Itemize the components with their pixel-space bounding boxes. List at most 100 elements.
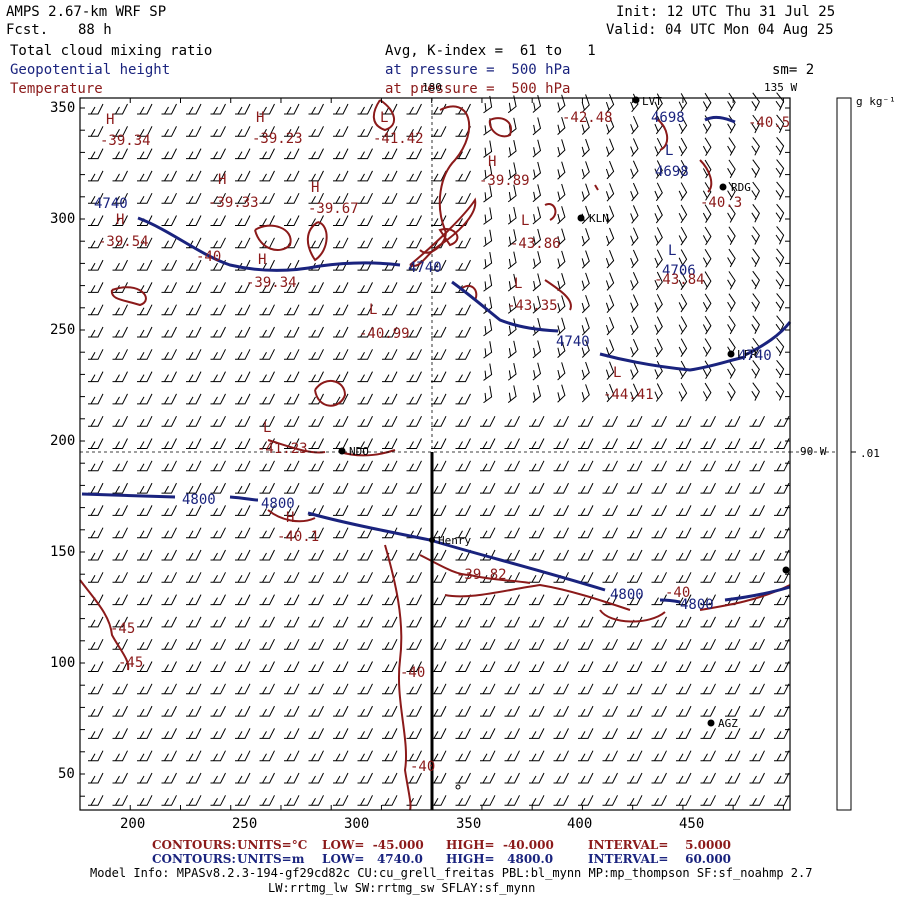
low-marker: L bbox=[380, 110, 389, 126]
wind-barb bbox=[455, 549, 471, 561]
wind-barb bbox=[406, 148, 422, 160]
wind-barb bbox=[480, 594, 496, 606]
wind-barb bbox=[455, 683, 471, 695]
wind-barb bbox=[259, 148, 275, 160]
wind-barb bbox=[333, 750, 349, 762]
wind-barb bbox=[774, 438, 790, 449]
wind-barb bbox=[284, 728, 300, 739]
wind-barb bbox=[751, 204, 760, 223]
wind-barb bbox=[455, 772, 471, 784]
wind-barb bbox=[284, 393, 300, 405]
wind-barb bbox=[308, 393, 324, 405]
wind-barb bbox=[161, 482, 177, 494]
wind-barb bbox=[431, 616, 447, 628]
wind-barb bbox=[480, 772, 496, 784]
wind-barb bbox=[382, 349, 398, 360]
wind-barb bbox=[308, 192, 324, 204]
wind-barb bbox=[651, 683, 667, 695]
wind-barb bbox=[137, 772, 153, 784]
wind-barb bbox=[112, 393, 128, 405]
temp-label: -44.41 bbox=[603, 387, 654, 403]
wind-barb bbox=[504, 683, 520, 695]
wind-barb bbox=[749, 683, 765, 695]
wind-barb bbox=[480, 438, 496, 449]
wind-barb bbox=[532, 117, 542, 136]
wind-barb bbox=[259, 683, 275, 695]
wind-barb bbox=[357, 349, 373, 360]
wind-barb bbox=[186, 460, 202, 472]
high-marker: H bbox=[106, 112, 115, 128]
wind-barb bbox=[357, 103, 373, 115]
wind-barb bbox=[749, 728, 765, 739]
height-contour-label: CONTOURS: bbox=[152, 852, 236, 866]
wind-barb bbox=[581, 317, 590, 336]
y-tick-250: 250 bbox=[50, 322, 76, 338]
wind-barb bbox=[630, 383, 639, 403]
wind-barb bbox=[774, 527, 790, 539]
wind-barb bbox=[725, 638, 741, 650]
wind-barb bbox=[725, 705, 741, 717]
wind-barb bbox=[186, 728, 202, 739]
lon-label-90w: 90 W bbox=[800, 445, 827, 458]
wind-barb bbox=[333, 126, 349, 137]
wind-barb bbox=[161, 705, 177, 717]
wind-barb bbox=[455, 304, 471, 316]
wind-barb bbox=[112, 705, 128, 717]
wind-barb bbox=[112, 505, 128, 516]
wind-barb bbox=[627, 683, 643, 695]
wind-barb bbox=[88, 638, 104, 650]
wind-barb bbox=[605, 294, 615, 314]
wind-barb bbox=[406, 438, 422, 449]
wind-barb bbox=[161, 549, 177, 561]
wind-barb bbox=[186, 683, 202, 695]
wind-barb bbox=[235, 795, 251, 806]
wind-barb bbox=[308, 126, 324, 137]
wind-barb bbox=[676, 795, 692, 806]
wind-barb bbox=[161, 505, 177, 516]
wind-barb bbox=[284, 103, 300, 115]
wind-barb bbox=[210, 683, 226, 695]
wind-barb bbox=[210, 638, 226, 650]
wind-barb bbox=[725, 415, 741, 427]
wind-barb bbox=[333, 237, 349, 249]
wind-barb bbox=[137, 192, 153, 204]
wind-barb bbox=[88, 282, 104, 293]
wind-barb bbox=[161, 371, 177, 383]
wind-barb bbox=[676, 415, 692, 427]
wind-barb bbox=[581, 272, 590, 291]
wind-barb bbox=[581, 138, 590, 158]
wind-barb bbox=[702, 248, 712, 268]
wind-barb bbox=[186, 393, 202, 405]
wind-barb bbox=[532, 95, 542, 113]
wind-barb bbox=[504, 705, 520, 717]
wind-barb bbox=[161, 349, 177, 360]
wind-barb bbox=[725, 460, 741, 472]
wind-barb bbox=[186, 304, 202, 316]
wind-barb bbox=[284, 505, 300, 516]
graticule bbox=[80, 98, 852, 453]
wind-barb bbox=[431, 705, 447, 717]
wind-barb bbox=[602, 728, 618, 739]
wind-barb bbox=[210, 772, 226, 784]
wind-barb bbox=[581, 183, 590, 202]
wind-barb bbox=[727, 271, 736, 290]
wind-barb bbox=[455, 750, 471, 762]
wind-barb bbox=[749, 795, 765, 806]
wind-barb bbox=[357, 594, 373, 606]
wind-barb bbox=[88, 103, 104, 115]
wind-barb bbox=[88, 192, 104, 204]
wind-barb bbox=[602, 772, 618, 784]
colorbar-unit: g kg⁻¹ bbox=[856, 95, 896, 108]
wind-barb bbox=[630, 338, 639, 358]
wind-barb bbox=[284, 282, 300, 293]
wind-barb bbox=[88, 705, 104, 717]
wind-barb bbox=[284, 750, 300, 762]
temp-label: -43.86 bbox=[510, 236, 561, 252]
wind-barb bbox=[259, 594, 275, 606]
wind-barb bbox=[235, 594, 251, 606]
wind-barb bbox=[483, 318, 493, 337]
wind-barb bbox=[455, 505, 471, 516]
wind-barb bbox=[507, 296, 517, 314]
wind-barb bbox=[235, 505, 251, 516]
wind-barb bbox=[676, 572, 692, 583]
